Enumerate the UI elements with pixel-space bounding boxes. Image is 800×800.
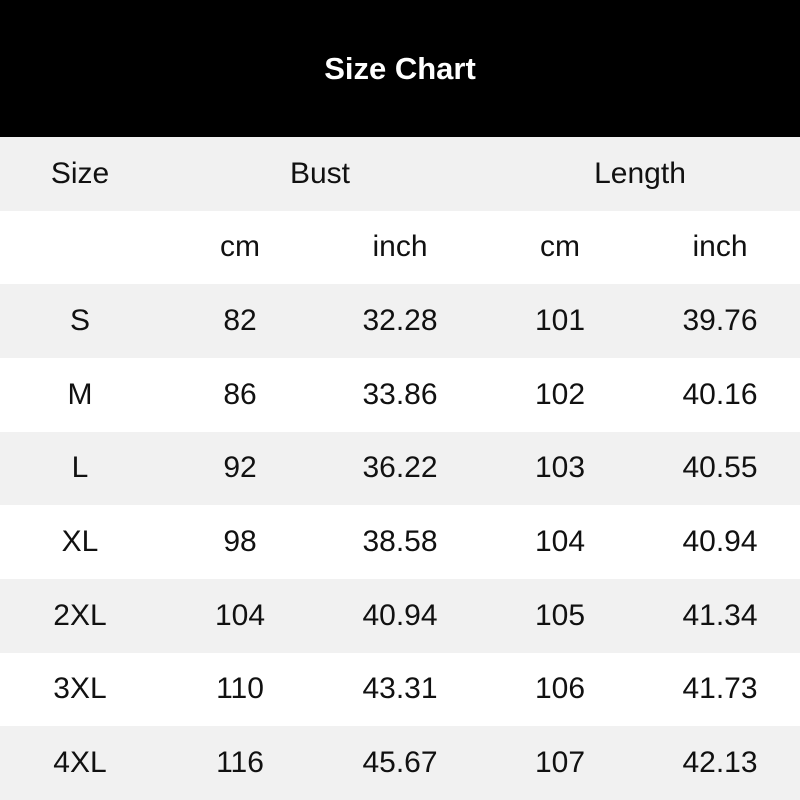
cell-length-cm: 106 — [480, 652, 640, 727]
table-row: S 82 32.28 101 39.76 — [0, 284, 800, 358]
cell-size: 4XL — [0, 726, 160, 800]
cell-length-cm: 104 — [480, 505, 640, 579]
column-header-row: Size Bust Length — [0, 137, 800, 211]
table-row: 4XL 116 45.67 107 42.13 — [0, 726, 800, 800]
table-row: 2XL 104 40.94 105 41.34 — [0, 578, 800, 653]
cell-bust-inch: 40.94 — [320, 578, 480, 653]
header-size: Size — [0, 137, 160, 211]
cell-length-cm: 103 — [480, 431, 640, 506]
cell-length-cm: 102 — [480, 357, 640, 432]
cell-bust-cm: 110 — [160, 652, 320, 727]
cell-size: M — [0, 357, 160, 432]
cell-length-inch: 40.55 — [640, 431, 800, 506]
cell-size: L — [0, 431, 160, 506]
table-row: M 86 33.86 102 40.16 — [0, 357, 800, 432]
unit-length-inch: inch — [640, 210, 800, 285]
cell-length-inch: 40.94 — [640, 505, 800, 579]
cell-length-cm: 105 — [480, 578, 640, 653]
cell-size: 2XL — [0, 578, 160, 653]
cell-bust-inch: 36.22 — [320, 431, 480, 506]
cell-length-inch: 41.34 — [640, 578, 800, 653]
size-table: Size Bust Length cm inch cm inch S 82 32.2… — [0, 137, 800, 800]
cell-length-inch: 41.73 — [640, 652, 800, 727]
units-row: cm inch cm inch — [0, 210, 800, 285]
title-bar: Size Chart — [0, 0, 800, 137]
cell-bust-inch: 32.28 — [320, 284, 480, 358]
cell-size: 3XL — [0, 652, 160, 727]
table-row: 3XL 110 43.31 106 41.73 — [0, 652, 800, 727]
cell-bust-cm: 86 — [160, 357, 320, 432]
cell-length-inch: 40.16 — [640, 357, 800, 432]
cell-length-inch: 42.13 — [640, 726, 800, 800]
cell-bust-cm: 104 — [160, 578, 320, 653]
cell-bust-inch: 38.58 — [320, 505, 480, 579]
cell-bust-inch: 33.86 — [320, 357, 480, 432]
table-row: XL 98 38.58 104 40.94 — [0, 505, 800, 579]
cell-bust-cm: 98 — [160, 505, 320, 579]
unit-bust-inch: inch — [320, 210, 480, 285]
cell-bust-inch: 45.67 — [320, 726, 480, 800]
cell-bust-cm: 116 — [160, 726, 320, 800]
cell-bust-inch: 43.31 — [320, 652, 480, 727]
unit-length-cm: cm — [480, 210, 640, 285]
cell-size: XL — [0, 505, 160, 579]
cell-bust-cm: 82 — [160, 284, 320, 358]
units-empty — [0, 210, 160, 285]
table-row: L 92 36.22 103 40.55 — [0, 431, 800, 506]
header-bust: Bust — [160, 137, 480, 211]
cell-length-inch: 39.76 — [640, 284, 800, 358]
cell-size: S — [0, 284, 160, 358]
header-length: Length — [480, 137, 800, 211]
cell-length-cm: 107 — [480, 726, 640, 800]
cell-bust-cm: 92 — [160, 431, 320, 506]
page-title: Size Chart — [324, 50, 476, 86]
cell-length-cm: 101 — [480, 284, 640, 358]
unit-bust-cm: cm — [160, 210, 320, 285]
